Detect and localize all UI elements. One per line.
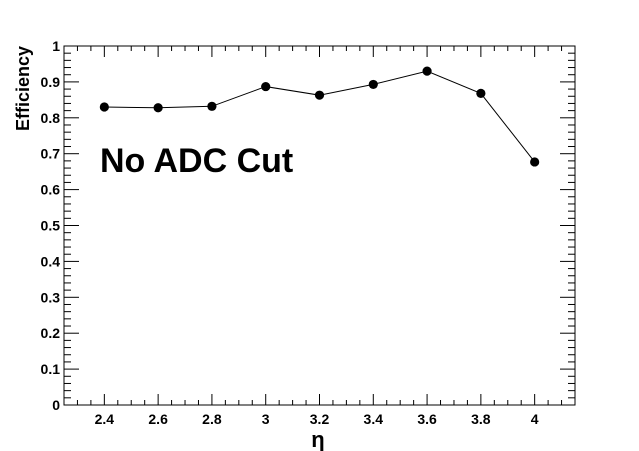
y-tick-label: 0.2 (41, 325, 61, 341)
x-tick-label: 3.8 (471, 411, 491, 427)
y-tick-label: 0.5 (41, 218, 61, 234)
data-point (314, 90, 325, 100)
y-tick-labels: 0 0.1 0.2 0.3 0.4 0.5 0.6 0.7 0.8 0.9 1 (41, 38, 61, 413)
axis-ticks (63, 45, 576, 406)
data-point (476, 88, 486, 98)
x-tick-label: 3.2 (310, 411, 330, 427)
y-tick-label: 0.6 (41, 182, 61, 198)
data-point (153, 103, 163, 113)
data-point (207, 101, 217, 111)
x-tick-label: 2.8 (202, 411, 222, 427)
x-tick-label: 2.6 (148, 411, 168, 427)
y-tick-label: 0.3 (41, 289, 61, 305)
y-tick-label: 0.9 (41, 74, 61, 90)
data-point (422, 66, 432, 76)
data-point (368, 79, 378, 90)
data-point (99, 102, 109, 112)
y-tick-label: 0.7 (41, 146, 61, 162)
x-tick-label: 3.4 (364, 411, 384, 427)
x-tick-label: 3.6 (417, 411, 437, 427)
x-tick-label: 4 (531, 411, 539, 427)
y-tick-label: 0.1 (41, 361, 61, 377)
y-tick-label: 0 (52, 397, 60, 413)
y-tick-label: 1 (52, 38, 60, 54)
plot-frame (63, 45, 576, 406)
y-axis-title: Efficiency (13, 46, 33, 131)
x-tick-label: 2.4 (95, 411, 115, 427)
x-axis-title: η (311, 427, 324, 451)
annotation-label: No ADC Cut (100, 142, 293, 180)
x-tick-labels: 2.4 2.6 2.8 3 3.2 3.4 3.6 3.8 4 (95, 411, 539, 427)
data-point (261, 81, 271, 92)
data-point (530, 157, 540, 167)
x-tick-label: 3 (262, 411, 270, 427)
y-tick-label: 0.4 (41, 253, 61, 269)
y-tick-label: 0.8 (41, 110, 61, 126)
data-points (99, 66, 540, 167)
